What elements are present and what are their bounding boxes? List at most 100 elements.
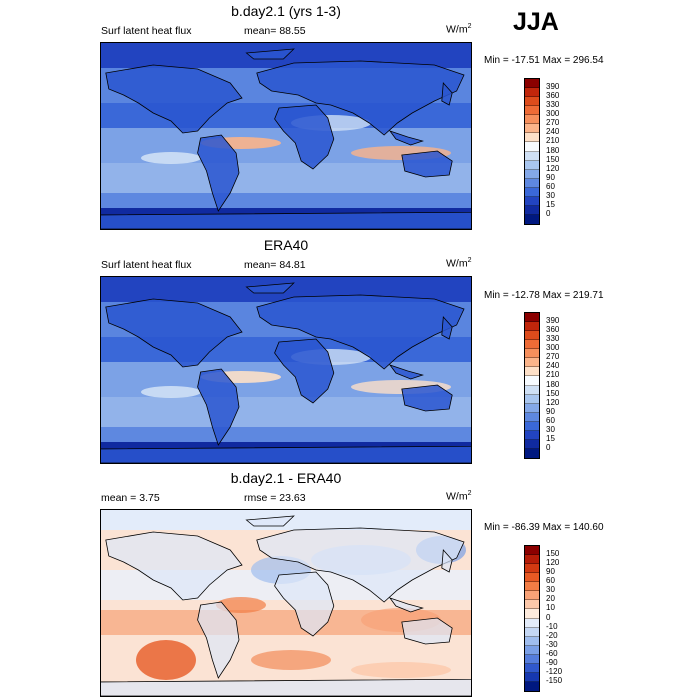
continent-outline bbox=[245, 515, 295, 527]
colorbar-swatch bbox=[525, 412, 539, 422]
panel-3-rmse-label: rmse = 23.63 bbox=[244, 492, 306, 504]
colorbar-swatch bbox=[525, 421, 539, 431]
colorbar-tick-label: 270 bbox=[546, 118, 560, 128]
panel-3-colorbar-ticks: 150 120 90 60 30 20 10 0 -10 -20 -30 -60 -90 -120 -150 bbox=[546, 545, 586, 692]
panel-2-variable-label: Surf latent heat flux bbox=[101, 259, 192, 271]
continent-outline bbox=[105, 64, 243, 134]
colorbar-swatch bbox=[525, 609, 539, 619]
colorbar-tick-label: 270 bbox=[546, 352, 560, 362]
colorbar-swatch bbox=[525, 205, 539, 215]
colorbar-tick-label: 10 bbox=[546, 603, 555, 613]
colorbar-tick-label: 330 bbox=[546, 100, 560, 110]
colorbar-tick-label: 90 bbox=[546, 172, 555, 182]
colorbar-swatch bbox=[525, 88, 539, 98]
continent-outline bbox=[101, 211, 471, 229]
colorbar-tick-label: -60 bbox=[546, 648, 558, 658]
panel-3-colorbar bbox=[524, 545, 540, 692]
colorbar-swatch bbox=[525, 555, 539, 565]
panel-1-minmax: Min = -17.51 Max = 296.54 bbox=[484, 55, 604, 66]
colorbar-swatch bbox=[525, 600, 539, 610]
colorbar-swatch bbox=[525, 591, 539, 601]
panel-2-units: W/m2 bbox=[446, 257, 472, 270]
colorbar-tick-label: 180 bbox=[546, 145, 560, 155]
continent-outline bbox=[197, 368, 240, 446]
continent-outline bbox=[245, 282, 295, 294]
colorbar-swatch bbox=[525, 322, 539, 332]
panel-1-map bbox=[100, 42, 472, 230]
colorbar-tick-label: 30 bbox=[546, 585, 555, 595]
colorbar-swatch bbox=[525, 448, 539, 458]
continent-outline bbox=[101, 445, 471, 463]
colorbar-swatch bbox=[525, 654, 539, 664]
colorbar-swatch bbox=[525, 115, 539, 125]
colorbar-swatch bbox=[525, 394, 539, 404]
continent-outline bbox=[256, 294, 465, 370]
panel-2-colorbar-ticks: 390 360 330 300 270 240 210 180 150 120 90 60 30 15 0 bbox=[546, 312, 586, 459]
colorbar-tick-label: -20 bbox=[546, 630, 558, 640]
colorbar-swatch bbox=[525, 349, 539, 359]
colorbar-tick-label: 360 bbox=[546, 325, 560, 335]
panel-2-mean-label: mean= 84.81 bbox=[244, 259, 306, 271]
colorbar-swatch bbox=[525, 97, 539, 107]
colorbar-tick-label: 120 bbox=[546, 558, 560, 568]
colorbar-swatch bbox=[525, 340, 539, 350]
colorbar-swatch bbox=[525, 187, 539, 197]
colorbar-swatch bbox=[525, 151, 539, 161]
colorbar-tick-label: 330 bbox=[546, 334, 560, 344]
colorbar-swatch bbox=[525, 313, 539, 323]
colorbar-tick-label: 210 bbox=[546, 136, 560, 146]
colorbar-swatch bbox=[525, 376, 539, 386]
colorbar-tick-label: 0 bbox=[546, 208, 551, 218]
colorbar-swatch bbox=[525, 672, 539, 682]
colorbar-tick-label: -10 bbox=[546, 621, 558, 631]
colorbar-swatch bbox=[525, 367, 539, 377]
colorbar-swatch bbox=[525, 582, 539, 592]
colorbar-swatch bbox=[525, 160, 539, 170]
colorbar-tick-label: 0 bbox=[546, 442, 551, 452]
colorbar-swatch bbox=[525, 564, 539, 574]
colorbar-tick-label: 15 bbox=[546, 433, 555, 443]
colorbar-swatch bbox=[525, 196, 539, 206]
colorbar-tick-label: 300 bbox=[546, 109, 560, 119]
colorbar-tick-label: 90 bbox=[546, 406, 555, 416]
colorbar-tick-label: 60 bbox=[546, 576, 555, 586]
continent-outline bbox=[274, 338, 335, 404]
colorbar-swatch bbox=[525, 331, 539, 341]
colorbar-swatch bbox=[525, 681, 539, 691]
colorbar-tick-label: 390 bbox=[546, 82, 560, 92]
colorbar-tick-label: 120 bbox=[546, 163, 560, 173]
colorbar-tick-label: 180 bbox=[546, 379, 560, 389]
colorbar-tick-label: 0 bbox=[546, 612, 551, 622]
panel-3-title: b.day2.1 - ERA40 bbox=[230, 470, 342, 486]
panel-3-minmax: Min = -86.39 Max = 140.60 bbox=[484, 522, 604, 533]
colorbar-tick-label: 90 bbox=[546, 567, 555, 577]
colorbar-swatch bbox=[525, 214, 539, 224]
colorbar-tick-label: 30 bbox=[546, 424, 555, 434]
panel-1-units: W/m2 bbox=[446, 23, 472, 36]
colorbar-tick-label: -90 bbox=[546, 657, 558, 667]
panel-2-minmax: Min = -12.78 Max = 219.71 bbox=[484, 290, 604, 301]
colorbar-tick-label: 240 bbox=[546, 361, 560, 371]
colorbar-tick-label: 150 bbox=[546, 388, 560, 398]
colorbar-tick-label: 300 bbox=[546, 343, 560, 353]
colorbar-swatch bbox=[525, 124, 539, 134]
colorbar-swatch bbox=[525, 430, 539, 440]
colorbar-swatch bbox=[525, 133, 539, 143]
colorbar-swatch bbox=[525, 403, 539, 413]
panel-1-variable-label: Surf latent heat flux bbox=[101, 25, 192, 37]
colorbar-tick-label: 120 bbox=[546, 397, 560, 407]
continent-outline bbox=[274, 104, 335, 170]
panel-3-map bbox=[100, 509, 472, 697]
continent-outline bbox=[388, 130, 424, 146]
continent-outline bbox=[401, 617, 453, 645]
colorbar-tick-label: -150 bbox=[546, 675, 563, 685]
colorbar-tick-label: -30 bbox=[546, 639, 558, 649]
colorbar-tick-label: 60 bbox=[546, 415, 555, 425]
colorbar-tick-label: 150 bbox=[546, 154, 560, 164]
colorbar-swatch bbox=[525, 439, 539, 449]
colorbar-swatch bbox=[525, 627, 539, 637]
colorbar-swatch bbox=[525, 142, 539, 152]
colorbar-swatch bbox=[525, 645, 539, 655]
continent-outline bbox=[388, 364, 424, 380]
colorbar-swatch bbox=[525, 385, 539, 395]
